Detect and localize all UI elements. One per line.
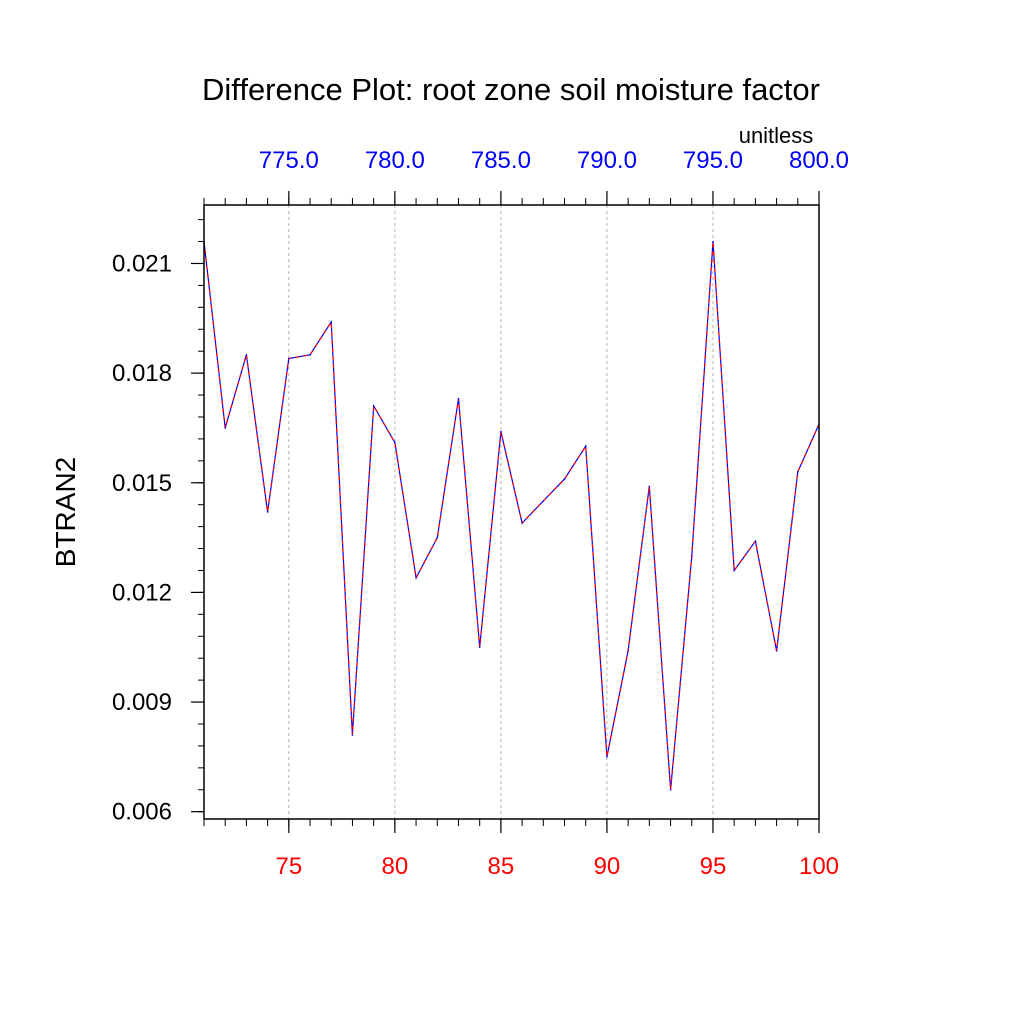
chart-title: Difference Plot: root zone soil moisture… <box>202 72 820 107</box>
data-point <box>754 540 757 543</box>
y-axis-label: BTRAN2 <box>50 457 81 567</box>
data-point <box>351 734 354 736</box>
series-line-red-dashed <box>203 241 820 790</box>
x-tick-label-top: 800.0 <box>789 147 849 174</box>
y-tick-label: 0.006 <box>112 799 172 826</box>
data-point <box>478 646 481 649</box>
data-point <box>330 321 333 323</box>
x-tick-label-top: 790.0 <box>577 147 637 174</box>
data-point <box>606 756 608 758</box>
y-tick-label: 0.015 <box>112 470 172 497</box>
x-tick-label-bottom: 75 <box>275 853 302 880</box>
data-point <box>542 500 545 502</box>
series-line-blue <box>203 241 820 790</box>
x-tick-label-top: 795.0 <box>683 147 743 174</box>
data-point <box>563 478 566 480</box>
y-axis: 0.006 0.009 0.012 0.015 0.018 0.021 <box>112 250 204 826</box>
data-point <box>415 576 417 579</box>
data-point <box>372 405 375 407</box>
y-tick-label: 0.012 <box>112 579 172 606</box>
data-point <box>288 357 290 360</box>
data-point <box>775 650 778 652</box>
y-tick-label: 0.009 <box>112 689 172 716</box>
x-tick-label-bottom: 100 <box>799 853 839 880</box>
data-point <box>309 354 311 356</box>
data-point <box>648 485 651 488</box>
plot-frame <box>203 204 820 820</box>
data-point <box>690 555 693 557</box>
x-tick-label-bottom: 95 <box>700 853 727 880</box>
x-tick-label-bottom: 80 <box>382 853 409 880</box>
y-tick-label: 0.018 <box>112 360 172 387</box>
x-tick-label-top: 780.0 <box>365 147 425 174</box>
x-tick-label-bottom: 90 <box>594 853 621 880</box>
x-tick-label-bottom: 85 <box>488 853 515 880</box>
minor-ticks <box>198 198 820 826</box>
data-point <box>627 650 629 652</box>
data-point <box>584 445 587 448</box>
data-point <box>521 522 523 524</box>
x-tick-label-top: 785.0 <box>471 147 531 174</box>
data-point <box>394 441 396 444</box>
data-point <box>500 430 502 433</box>
data-point <box>245 354 248 356</box>
data-point <box>712 240 714 243</box>
y-tick-label: 0.021 <box>112 250 172 277</box>
data-point <box>733 569 735 572</box>
data-point <box>457 397 460 400</box>
data-point <box>436 536 439 539</box>
x-axis-bottom: 75 80 85 90 95 100 <box>275 819 839 880</box>
series-layer <box>203 240 820 791</box>
data-point <box>224 427 227 429</box>
units-label: unitless <box>739 123 814 148</box>
x-tick-label-top: 775.0 <box>259 147 319 174</box>
data-point <box>669 788 672 791</box>
data-point <box>266 511 269 513</box>
x-axis-top: 775.0 780.0 785.0 790.0 795.0 800.0 <box>259 147 849 205</box>
x-gridlines <box>288 205 714 819</box>
data-point <box>796 470 799 473</box>
